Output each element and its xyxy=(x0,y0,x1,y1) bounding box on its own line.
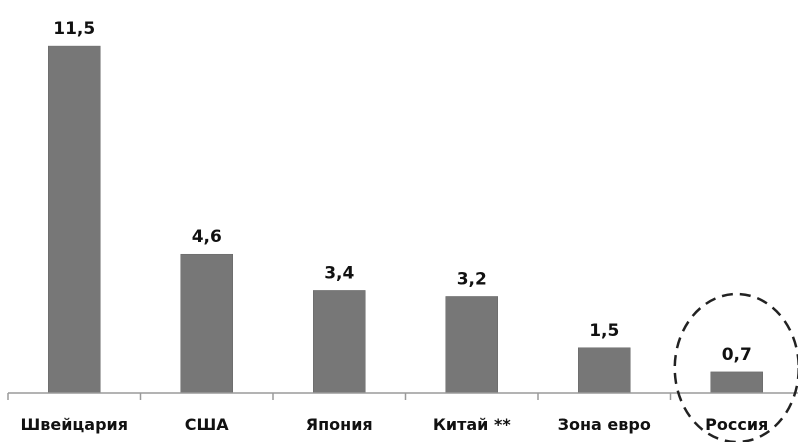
category-label: Зона евро xyxy=(558,415,651,434)
value-labels-group: 11,5 4,6 3,4 3,2 1,5 0,7 xyxy=(53,19,752,365)
bar xyxy=(48,45,101,394)
bars-group xyxy=(48,45,763,394)
category-label: Швейцария xyxy=(20,415,128,434)
category-label: США xyxy=(185,415,230,434)
category-labels-group: Швейцария США Япония Китай ** Зона евро Росси… xyxy=(20,415,768,434)
category-label: Россия xyxy=(705,415,768,434)
bar xyxy=(710,371,763,394)
bar xyxy=(180,253,233,394)
bar-value-label: 3,4 xyxy=(324,263,354,283)
bar-value-label: 3,2 xyxy=(457,269,487,289)
bar xyxy=(445,296,498,394)
bar xyxy=(313,290,366,394)
bar-value-label: 1,5 xyxy=(589,321,619,341)
bar-value-label: 11,5 xyxy=(53,19,95,39)
category-label: Япония xyxy=(306,415,373,434)
bar-value-label: 0,7 xyxy=(722,345,752,365)
x-axis-ticks xyxy=(7,393,672,400)
bar xyxy=(578,347,631,394)
bar-value-label: 4,6 xyxy=(192,227,222,247)
category-label: Китай ** xyxy=(433,415,512,434)
